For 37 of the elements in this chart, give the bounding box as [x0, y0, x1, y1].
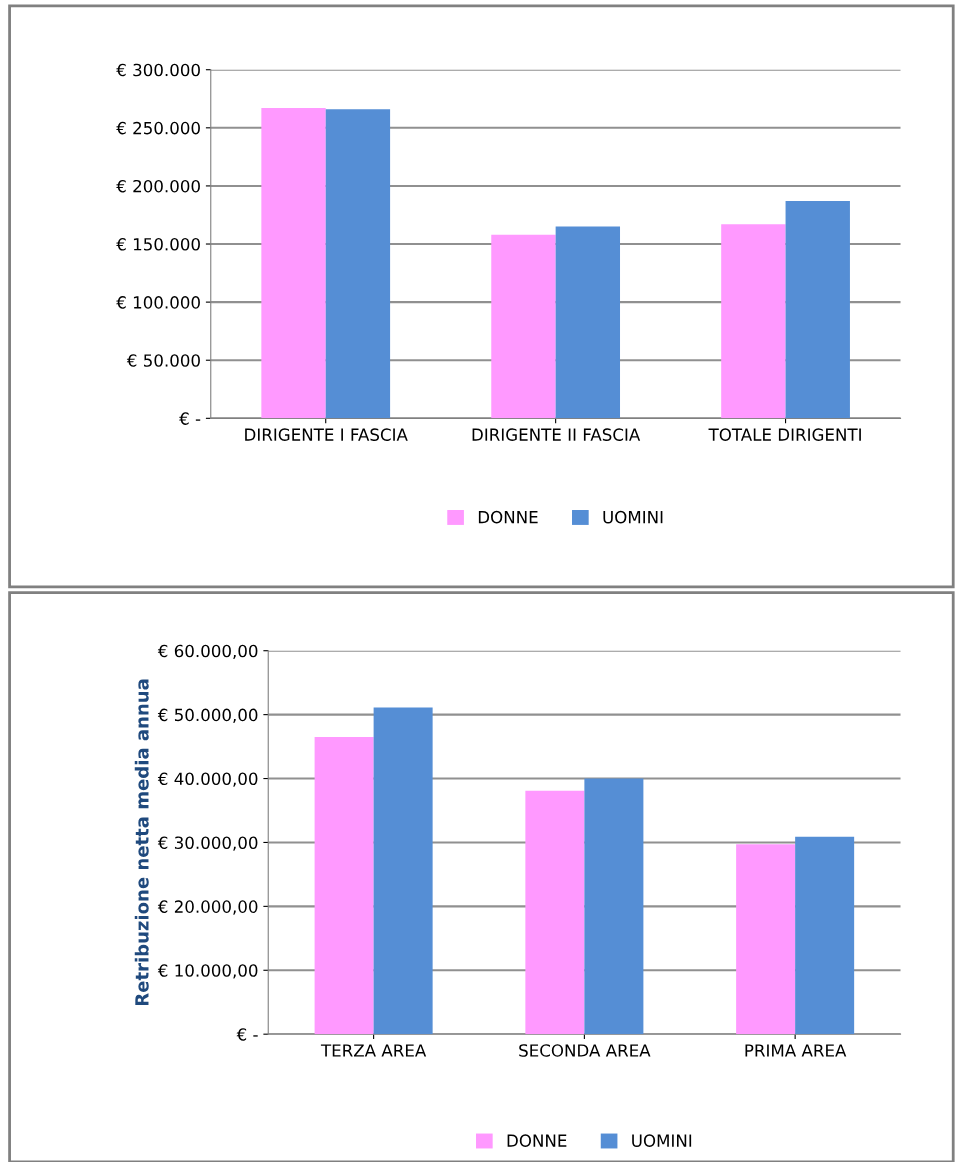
bar [373, 707, 433, 1035]
x-tick-label: TOTALE DIRIGENTI [708, 428, 861, 441]
legend-label: UOMINI [603, 510, 663, 524]
y-tick-label: € 200.000 [116, 179, 200, 193]
y-tick-label: € - [179, 412, 201, 425]
y-tick-label: € 40.000,00 [157, 772, 258, 787]
bar [325, 109, 391, 419]
legend-label: UOMINI [632, 1134, 692, 1147]
bar [736, 844, 796, 1035]
legend-label: DONNE [478, 510, 538, 524]
y-tick-label: € 30.000,00 [157, 836, 258, 851]
x-tick-label: SECONDA AREA [519, 1044, 651, 1057]
y-tick-label: € 150.000 [116, 237, 200, 251]
y-tick-label: € 100.000 [116, 296, 200, 309]
bar [491, 234, 556, 419]
y-tick-label: € 10.000,00 [157, 964, 258, 979]
bar [584, 778, 644, 1035]
y-tick-label: € 300.000 [116, 63, 200, 77]
y-axis-title: Retribuzione netta media annua [134, 679, 149, 1006]
legend-label: DONNE [507, 1134, 567, 1147]
bar [795, 836, 855, 1035]
x-tick-label: DIRIGENTE I FASCIA [245, 428, 408, 441]
bar [721, 224, 786, 419]
y-tick-label: € 50.000 [126, 354, 200, 367]
y-tick-label: € 50.000,00 [157, 708, 258, 723]
y-tick-label: € - [236, 1028, 258, 1041]
x-tick-label: PRIMA AREA [745, 1044, 847, 1057]
bar [314, 737, 374, 1035]
bar [261, 108, 326, 419]
y-tick-label: € 250.000 [116, 121, 200, 135]
bar [555, 226, 621, 419]
bar [785, 201, 850, 419]
y-tick-label: € 60.000,00 [157, 644, 258, 659]
x-tick-label: TERZA AREA [320, 1044, 427, 1057]
bar [525, 790, 585, 1035]
x-tick-label: DIRIGENTE II FASCIA [472, 428, 641, 441]
y-tick-label: € 20.000,00 [157, 900, 258, 915]
